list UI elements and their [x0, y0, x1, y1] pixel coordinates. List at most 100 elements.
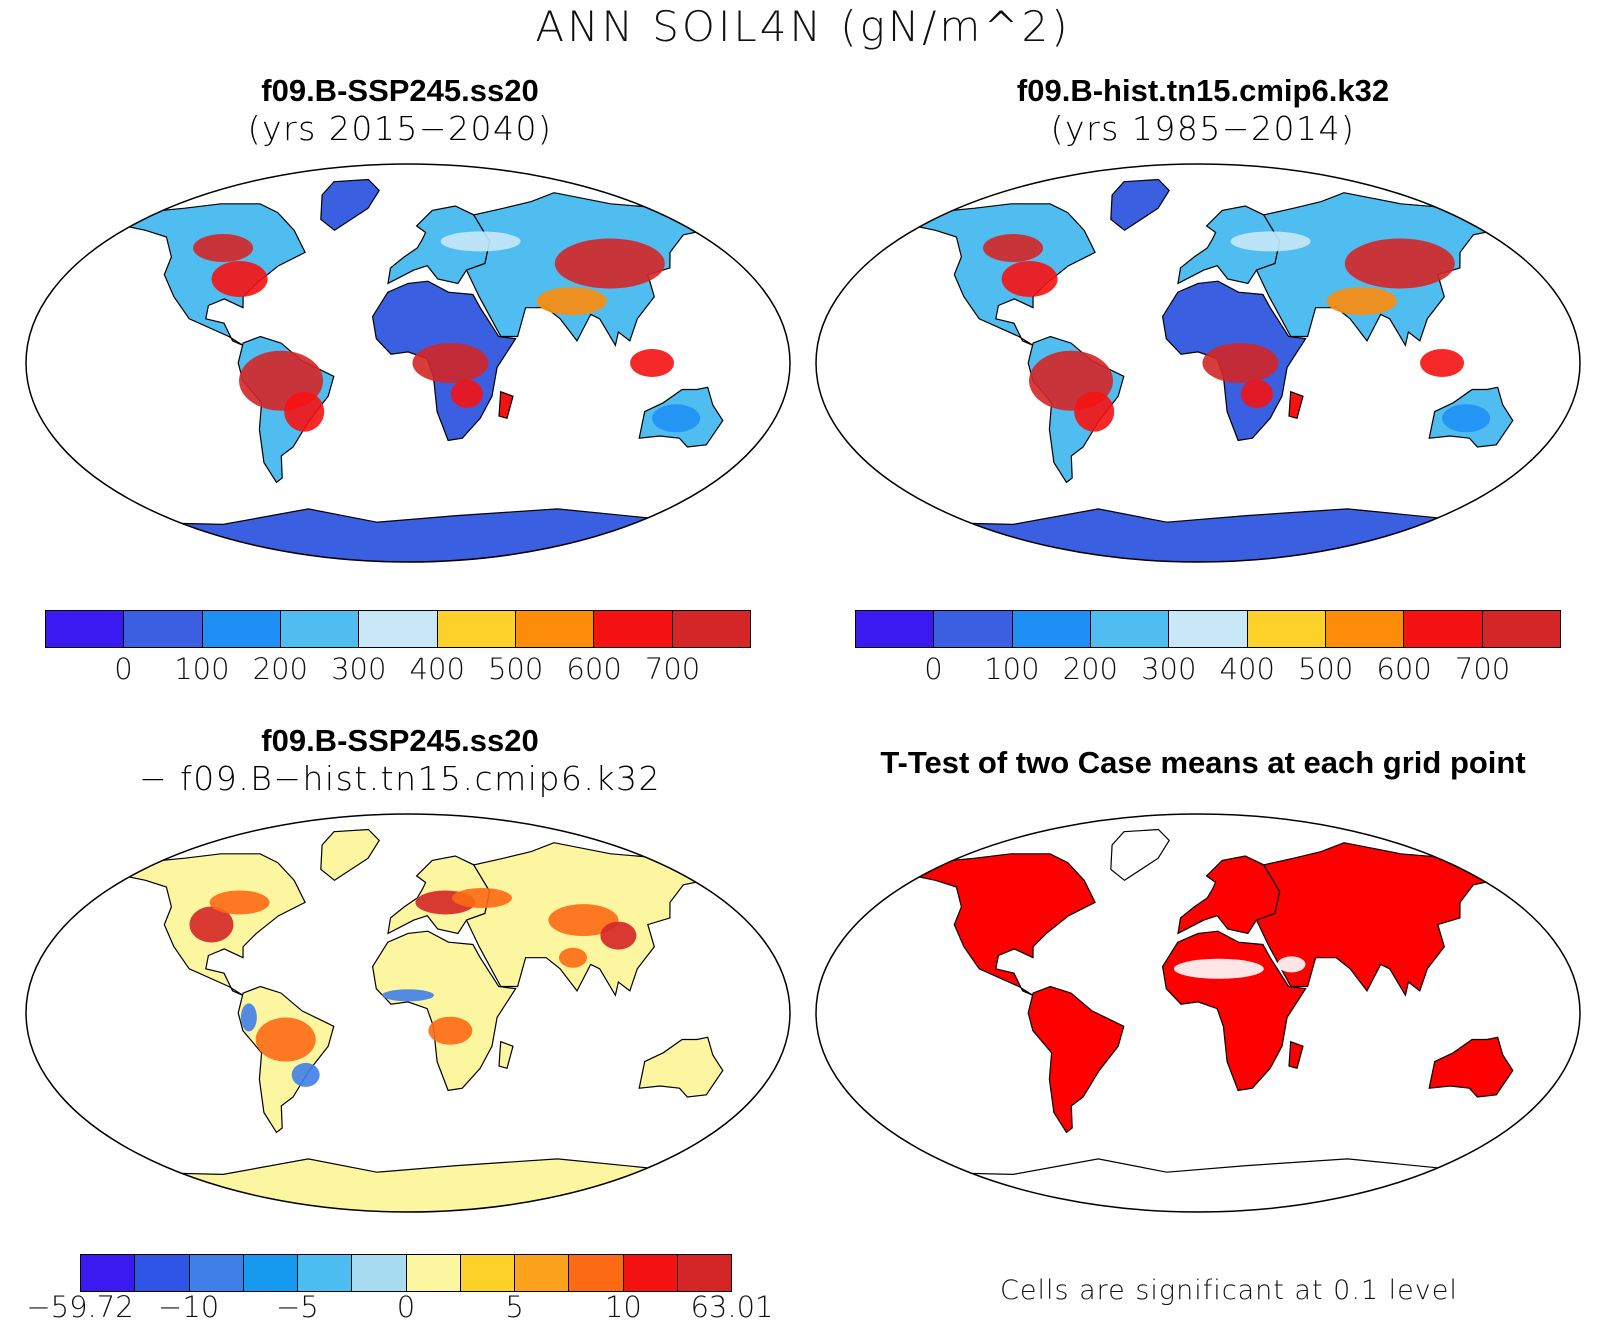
colorbar-control	[855, 610, 1561, 648]
colorbar-swatch	[202, 611, 281, 647]
field-region	[284, 391, 325, 432]
field-region	[1074, 391, 1115, 432]
colorbar-swatch	[623, 1255, 678, 1291]
colorbar-swatch	[1482, 611, 1560, 647]
field-region	[412, 343, 489, 383]
colorbar-tick-label: 600	[566, 652, 622, 686]
colorbar-swatch	[406, 1255, 461, 1291]
colorbar-tick-label: 0	[114, 652, 133, 686]
colorbar-tick-label: 300	[331, 652, 387, 686]
colorbar-swatch	[1247, 611, 1326, 647]
landmass-greenland	[320, 828, 380, 882]
colorbar-swatch	[46, 611, 125, 647]
colorbar-swatch	[280, 611, 360, 647]
control-title-line2: (yrs 1985−2014)	[1050, 109, 1356, 148]
panel-title-control: f09.B-hist.tn15.cmip6.k32 (yrs 1985−2014…	[800, 72, 1606, 148]
field-region	[983, 234, 1044, 263]
colorbar-swatch	[352, 1255, 407, 1291]
field-region	[1173, 958, 1264, 979]
landmass-australia	[1428, 1036, 1514, 1098]
field-region	[548, 904, 619, 937]
landmass-antarctica	[127, 1158, 691, 1212]
ttest-title: T-Test of two Case means at each grid po…	[880, 745, 1526, 780]
landmass-asia	[1255, 842, 1497, 997]
colorbar-case	[45, 610, 751, 648]
colorbar-tick-label: −59.72	[26, 1290, 134, 1324]
case-title-line1: f09.B-SSP245.ss20	[261, 73, 539, 108]
colorbar-swatch	[1325, 611, 1405, 647]
landmass-madagascar	[1288, 1040, 1304, 1070]
map-border	[815, 813, 1581, 1213]
map-ttest	[815, 813, 1581, 1213]
field-region	[1326, 287, 1397, 316]
landmass-greenland	[1110, 178, 1170, 232]
colorbar-swatch	[135, 1255, 190, 1291]
colorbar-swatch	[515, 1255, 570, 1291]
colorbar-swatch	[515, 611, 595, 647]
colorbar-tick-label: 100	[984, 652, 1040, 686]
field-region	[630, 349, 675, 377]
field-region	[1202, 343, 1279, 383]
colorbar-tick-label: 500	[487, 652, 544, 686]
field-region	[382, 989, 434, 1002]
landmass-madagascar	[498, 1040, 514, 1070]
landmass-madagascar	[1288, 390, 1304, 420]
colorbar-tick-label: 5	[505, 1290, 524, 1324]
panel-title-ttest: T-Test of two Case means at each grid po…	[800, 744, 1606, 782]
field-region	[1420, 349, 1465, 377]
map-control	[815, 163, 1581, 563]
field-region	[1442, 404, 1491, 433]
colorbar-difference-labels: −59.72 −10 −5 0 5 10 63.01	[26, 1290, 773, 1324]
colorbar-tick-label: 600	[1376, 652, 1432, 686]
landmass-europe	[387, 205, 491, 285]
colorbar-tick-label: 0	[396, 1290, 416, 1324]
colorbar-tick-label: 200	[252, 652, 309, 686]
colorbar-swatch	[672, 611, 750, 647]
colorbar-swatch	[460, 1255, 515, 1291]
colorbar-swatch	[124, 611, 203, 647]
colorbar-swatch	[359, 611, 438, 647]
field-region	[440, 231, 521, 252]
colorbar-tick-label: 400	[409, 652, 465, 686]
colorbar-case-labels: 0 100 200 300 400 500 600 700	[45, 652, 751, 686]
colorbar-tick-label: 400	[1219, 652, 1275, 686]
field-region	[652, 404, 701, 433]
colorbar-tick-label: 700	[1454, 652, 1511, 686]
colorbar-swatch	[934, 611, 1013, 647]
field-region	[558, 947, 587, 968]
colorbar-swatch	[594, 611, 673, 647]
map-case	[25, 163, 791, 563]
field-region	[211, 260, 268, 297]
landmass-samerica	[1027, 985, 1125, 1134]
colorbar-swatch	[1404, 611, 1483, 647]
map-difference	[25, 813, 791, 1213]
landmass-namerica	[912, 853, 1096, 996]
landmass-antarctica	[917, 1158, 1481, 1212]
colorbar-tick-label: 100	[174, 652, 230, 686]
case-title-line2: (yrs 2015−2040)	[247, 109, 553, 148]
landmass-europe	[1177, 205, 1281, 285]
colorbar-swatch	[298, 1255, 353, 1291]
field-region	[255, 1017, 316, 1062]
field-region	[240, 1003, 257, 1032]
field-region	[428, 1016, 473, 1045]
field-region	[209, 890, 270, 915]
colorbar-difference	[80, 1254, 732, 1292]
colorbar-tick-label: 500	[1297, 652, 1354, 686]
colorbar-tick-label: 200	[1062, 652, 1119, 686]
landmass-antarctica	[127, 508, 691, 562]
colorbar-tick-label: 0	[924, 652, 943, 686]
colorbar-swatch	[81, 1255, 136, 1291]
colorbar-tick-label: −5	[275, 1290, 319, 1324]
panel-title-difference: f09.B-SSP245.ss20 − f09.B−hist.tn15.cmip…	[0, 722, 800, 798]
colorbar-swatch	[677, 1255, 731, 1291]
colorbar-tick-label: 10	[604, 1290, 642, 1324]
diff-title-line2: − f09.B−hist.tn15.cmip6.k32	[138, 759, 662, 798]
colorbar-swatch	[437, 611, 516, 647]
landmass-madagascar	[498, 390, 514, 420]
colorbar-swatch	[243, 1255, 298, 1291]
colorbar-swatch	[569, 1255, 624, 1291]
colorbar-swatch	[856, 611, 935, 647]
field-region	[450, 379, 483, 408]
significance-note: Cells are significant at 0.1 level	[1000, 1275, 1458, 1306]
